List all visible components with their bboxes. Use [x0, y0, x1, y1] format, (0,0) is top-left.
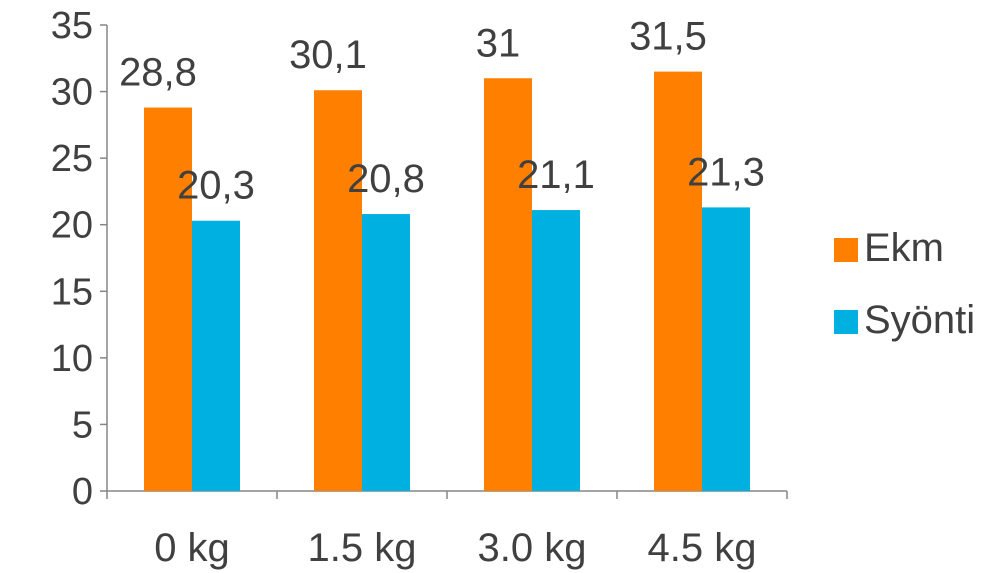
bar-ekm: [314, 90, 362, 492]
y-tick-label: 35: [51, 5, 93, 47]
data-label: 31,5: [629, 15, 707, 59]
chart-axes: 0 5 10 15 20 25 30 35 0 kg 1.5 kg 3.0 kg 4.5 kg: [51, 5, 788, 570]
data-label: 28,8: [119, 51, 197, 95]
y-tick-label: 15: [51, 271, 93, 313]
y-tick-label: 20: [51, 205, 93, 247]
chart-data-labels: 28,8 30,1 31 31,5 20,3 20,8 21,1 21,3: [119, 15, 765, 208]
bar-sy-nti: [702, 207, 750, 492]
x-tick-label: 4.5 kg: [648, 526, 757, 570]
data-label: 30,1: [289, 33, 367, 77]
bar-sy-nti: [192, 220, 240, 491]
data-label: 31: [476, 21, 521, 65]
data-label: 20,3: [177, 164, 255, 208]
chart-legend: Ekm Syönti: [834, 226, 975, 342]
y-tick-label: 5: [72, 404, 93, 446]
y-tick-label: 0: [72, 471, 93, 513]
data-label: 20,8: [347, 157, 425, 201]
y-tick-label: 25: [51, 138, 93, 180]
legend-label: Ekm: [864, 226, 944, 270]
data-label: 21,1: [517, 153, 595, 197]
x-tick-label: 3.0 kg: [478, 526, 587, 570]
bar-sy-nti: [532, 210, 580, 491]
y-tick-label: 10: [51, 338, 93, 380]
y-tick-label: 30: [51, 72, 93, 114]
x-tick-label: 0 kg: [154, 526, 230, 570]
bar-ekm: [654, 71, 702, 491]
legend-swatch: [834, 238, 858, 262]
chart-bars: [144, 71, 750, 492]
legend-label: Syönti: [864, 298, 975, 342]
legend-swatch: [834, 310, 858, 334]
bar-sy-nti: [362, 214, 410, 491]
x-tick-label: 1.5 kg: [308, 526, 417, 570]
bar-ekm: [484, 78, 532, 491]
bar-ekm: [144, 107, 192, 491]
data-label: 21,3: [687, 150, 765, 194]
